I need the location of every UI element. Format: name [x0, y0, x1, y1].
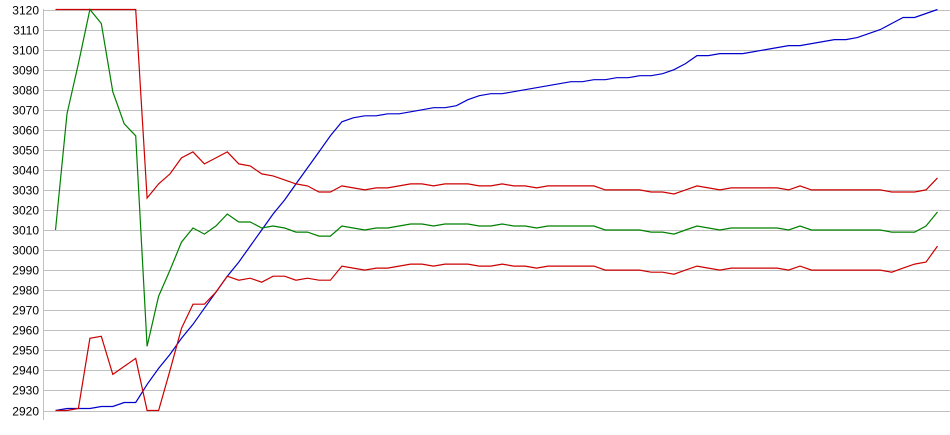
y-tick-label: 3020 — [12, 204, 39, 218]
grid-lines — [43, 10, 950, 412]
y-tick-label: 2970 — [12, 304, 39, 318]
series-line-2 — [55, 8, 938, 200]
y-tick-label: 2940 — [12, 364, 39, 378]
y-tick-label: 2950 — [12, 344, 39, 358]
y-tick-label: 3120 — [12, 4, 39, 18]
y-tick-label: 2920 — [12, 405, 39, 419]
y-tick-label: 3040 — [12, 164, 39, 178]
y-tick-label: 2990 — [12, 264, 39, 278]
y-tick-label: 2930 — [12, 384, 39, 398]
y-tick-label: 3070 — [12, 104, 39, 118]
y-tick-label: 3030 — [12, 184, 39, 198]
y-tick-label: 3050 — [12, 144, 39, 158]
y-tick-label: 3090 — [12, 64, 39, 78]
series-line-4 — [55, 245, 938, 412]
y-tick-label: 3010 — [12, 224, 39, 238]
y-tick-label: 3000 — [12, 244, 39, 258]
series-lines — [54, 8, 938, 412]
y-tick-label: 3080 — [12, 84, 39, 98]
series-line-3 — [54, 8, 938, 347]
y-tick-label: 2980 — [12, 284, 39, 298]
y-axis-ticks: 2920 2930 2940 2950 2960 2970 2980 2990 3000 3010… — [12, 4, 39, 419]
series-line-1 — [55, 8, 938, 412]
y-tick-label: 3060 — [12, 124, 39, 138]
y-tick-label: 3110 — [13, 24, 39, 38]
y-tick-label: 2960 — [12, 324, 39, 338]
y-tick-label: 3100 — [12, 44, 39, 58]
